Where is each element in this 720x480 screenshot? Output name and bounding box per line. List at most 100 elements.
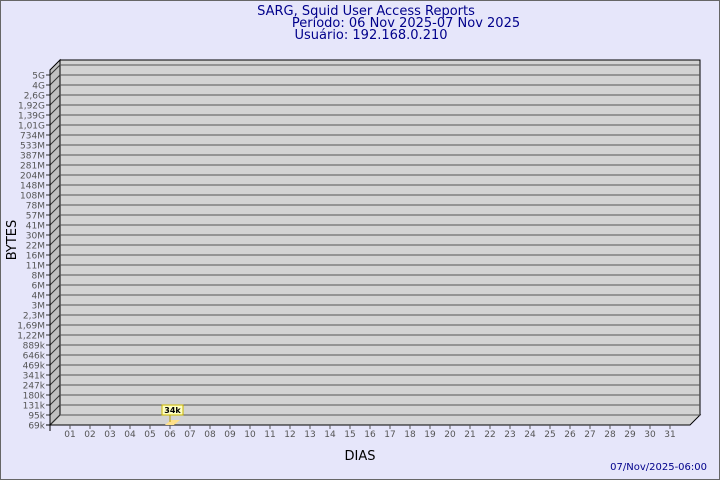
y-tick-label: 1,39G	[18, 112, 45, 122]
wall-tick	[49, 184, 61, 196]
y-tick-label: 6M	[32, 282, 46, 292]
y-tick-label: 5G	[32, 72, 45, 82]
x-tick-label: 05	[144, 430, 155, 440]
y-tick-label: 889k	[23, 342, 46, 352]
x-tick-label: 13	[304, 430, 315, 440]
x-tick-label: 20	[444, 430, 456, 440]
y-tick-label: 11M	[26, 262, 45, 272]
y-tick-label: 95k	[28, 412, 45, 422]
y-tick-label: 469k	[23, 362, 46, 372]
floor	[48, 414, 702, 426]
wall-tick	[49, 74, 61, 86]
x-tick-label: 14	[324, 430, 336, 440]
wall-tick	[49, 404, 61, 416]
wall-tick	[49, 134, 61, 146]
wall-tick	[49, 234, 61, 246]
wall-tick	[49, 394, 61, 406]
x-tick-label: 07	[184, 430, 195, 440]
y-tick-label: 1,01G	[18, 122, 45, 132]
x-tick-label: 24	[524, 430, 536, 440]
x-tick-label: 27	[584, 430, 595, 440]
y-tick-label: 57M	[26, 212, 45, 222]
x-tick-label: 08	[204, 430, 216, 440]
wall-tick	[49, 254, 61, 266]
wall-tick	[49, 214, 61, 226]
x-tick-label: 31	[664, 430, 675, 440]
x-tick-label: 18	[404, 430, 416, 440]
x-tick-label: 16	[364, 430, 376, 440]
y-tick-label: 646k	[23, 352, 46, 362]
wall-tick	[49, 104, 61, 116]
y-tick-label: 281M	[20, 162, 45, 172]
wall-tick	[49, 364, 61, 376]
x-tick-label: 02	[84, 430, 95, 440]
y-tick-label: 131k	[23, 402, 46, 412]
y-tick-label: 69k	[28, 422, 45, 432]
wall-tick	[49, 204, 61, 216]
x-tick-label: 06	[164, 430, 176, 440]
y-tick-label: 16M	[26, 252, 45, 262]
chart-period: Período: 06 Nov 2025-07 Nov 2025	[292, 16, 520, 31]
wall-tick	[49, 64, 61, 76]
y-tick-label: 1,69M	[17, 322, 45, 332]
wall-tick	[49, 294, 61, 306]
chart-user: Usuário: 192.168.0.210	[294, 28, 447, 43]
x-tick-label: 11	[264, 430, 275, 440]
x-tick-label: 01	[64, 430, 75, 440]
wall-tick	[49, 264, 61, 276]
wall-tick	[49, 194, 61, 206]
x-tick-label: 25	[544, 430, 555, 440]
x-tick-label: 28	[604, 430, 616, 440]
y-tick-label: 3M	[32, 302, 46, 312]
wall-tick	[49, 344, 61, 356]
y-tick-label: 41M	[26, 222, 45, 232]
wall-tick	[49, 374, 61, 386]
bar-day-06	[165, 420, 180, 425]
x-tick-label: 04	[124, 430, 136, 440]
wall-tick	[49, 124, 61, 136]
wall-tick	[49, 414, 61, 426]
y-tick-label: 204M	[20, 172, 45, 182]
x-tick-label: 17	[384, 430, 395, 440]
y-tick-label: 387M	[20, 152, 45, 162]
wall-tick	[49, 84, 61, 96]
y-tick-label: 533M	[20, 142, 45, 152]
x-tick-label: 15	[344, 430, 355, 440]
x-tick-label: 23	[504, 430, 515, 440]
x-tick-label: 19	[424, 430, 436, 440]
x-tick-label: 09	[224, 430, 236, 440]
wall-tick	[49, 284, 61, 296]
x-tick-label: 03	[104, 430, 115, 440]
wall-tick	[49, 154, 61, 166]
y-axis-label: BYTES	[5, 220, 20, 261]
footer-timestamp: 07/Nov/2025-06:00	[610, 462, 707, 473]
y-tick-label: 180k	[23, 392, 46, 402]
back-wall	[59, 59, 701, 416]
x-tick-label: 29	[624, 430, 636, 440]
y-tick-label: 148M	[20, 182, 45, 192]
wall-tick	[49, 224, 61, 236]
x-tick-label: 10	[244, 430, 256, 440]
y-tick-label: 734M	[20, 132, 45, 142]
x-tick-label: 12	[284, 430, 295, 440]
x-tick-label: 26	[564, 430, 576, 440]
wall-tick	[49, 334, 61, 346]
y-tick-label: 108M	[20, 192, 45, 202]
wall-tick	[49, 304, 61, 316]
wall-tick	[49, 94, 61, 106]
y-tick-label: 2,3M	[23, 312, 45, 322]
y-tick-label: 341k	[23, 372, 46, 382]
wall-tick	[49, 244, 61, 256]
x-tick-label: 30	[644, 430, 656, 440]
bar-label: 34k	[164, 406, 181, 415]
bar-label-box	[161, 404, 184, 416]
y-tick-label: 1,22M	[17, 332, 45, 342]
wall-tick	[49, 354, 61, 366]
y-tick-label: 1,92G	[18, 102, 45, 112]
wall-tick	[49, 384, 61, 396]
y-tick-label: 8M	[32, 272, 46, 282]
wall-tick	[49, 114, 61, 126]
y-tick-label: 4M	[32, 292, 46, 302]
